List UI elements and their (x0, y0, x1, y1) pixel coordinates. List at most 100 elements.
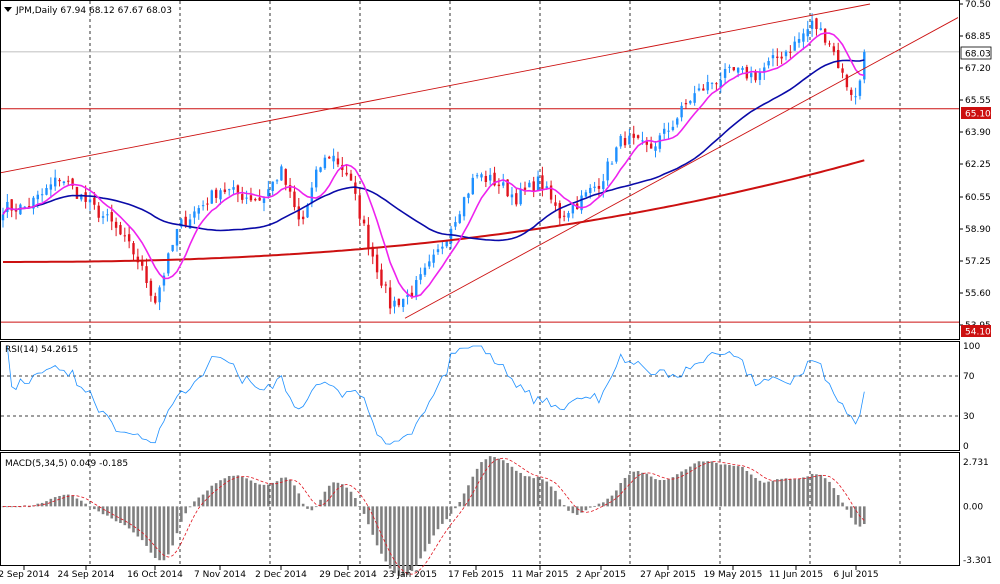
macd-histogram-bar (854, 506, 857, 525)
candle-body (732, 67, 735, 71)
macd-histogram-bar (271, 482, 274, 507)
macd-histogram-bar (602, 502, 605, 507)
macd-histogram-bar (140, 506, 144, 541)
candle-body (236, 185, 240, 195)
macd-panel-title: MACD(5,34,5) 0.049 -0.185 (5, 459, 128, 469)
macd-histogram-bar (401, 506, 405, 576)
candle-body (40, 194, 44, 196)
candle-body (471, 177, 474, 195)
macd-histogram-bar (301, 503, 305, 507)
macd-histogram-bar (45, 501, 48, 507)
rsi-axis-tick-label: 100 (963, 342, 980, 352)
candle-body (632, 133, 635, 138)
macd-histogram-bar (88, 506, 92, 508)
macd-histogram-bar (84, 503, 87, 507)
macd-histogram-bar (697, 461, 701, 507)
macd-histogram-bar (14, 506, 18, 508)
date-axis-label: 7 Nov 2014 (194, 570, 246, 580)
macd-histogram-bar (314, 506, 318, 508)
macd-histogram-bar (710, 461, 714, 507)
candle-body (1, 214, 5, 221)
grid-layer (89, 1, 901, 565)
macd-histogram-bar (162, 506, 166, 561)
candle-body (436, 249, 440, 253)
macd-histogram-bar (815, 474, 818, 507)
candle-body (280, 166, 283, 181)
candle-body (214, 189, 218, 198)
candle-body (597, 185, 601, 189)
candle-body (497, 184, 501, 187)
candle-body (371, 246, 374, 257)
candle-body (758, 71, 762, 80)
macd-histogram-bar (306, 506, 309, 509)
candle-body (241, 194, 244, 200)
macd-histogram-bar (388, 506, 392, 569)
candle-body (193, 211, 196, 218)
macd-histogram-bar (106, 506, 109, 516)
candle-body (258, 197, 261, 201)
candle-body (658, 135, 662, 149)
macd-histogram-bar (519, 472, 522, 507)
candle-body (101, 216, 105, 218)
macd-histogram-bar (680, 471, 683, 507)
candle-body (175, 229, 179, 246)
date-axis-label: 27 Apr 2015 (640, 570, 696, 580)
hline-tag-upper (961, 107, 991, 119)
candle-body (180, 219, 183, 227)
candle-body (223, 189, 227, 193)
candle-body (206, 203, 209, 205)
candle-body (419, 274, 422, 280)
date-axis-label: 2 Apr 2015 (576, 570, 626, 580)
candle-body (27, 206, 31, 208)
candle-body (423, 267, 427, 275)
macd-histogram-bar (549, 486, 553, 507)
candle-body (449, 228, 453, 244)
macd-histogram-bar (119, 506, 122, 523)
candle-body (828, 43, 831, 45)
candle-body (119, 225, 122, 235)
candle-body (184, 216, 187, 227)
macd-histogram-bar (610, 495, 614, 507)
macd-histogram-bar (667, 479, 670, 507)
candle-body (210, 190, 213, 204)
candle-body (197, 208, 200, 214)
macd-histogram-bar (506, 463, 509, 507)
macd-histogram-bar (771, 480, 775, 507)
macd-histogram-bar (675, 474, 679, 507)
macd-histogram-bar (62, 494, 66, 507)
macd-histogram-bar (66, 494, 70, 507)
candle-body (23, 206, 26, 208)
candle-body (667, 130, 670, 132)
macd-histogram-bar (541, 479, 544, 507)
candle-body (502, 182, 505, 186)
macd-histogram-bar (97, 506, 100, 512)
macd-histogram-bar (645, 473, 649, 507)
candle-body (593, 186, 596, 188)
date-axis-label: 11 Jun 2015 (769, 570, 823, 580)
macd-histogram-bar (449, 506, 453, 514)
macd-histogram-bar (380, 506, 383, 554)
candle-body (832, 46, 836, 52)
candle-body (480, 174, 483, 178)
macd-histogram-bar (528, 476, 531, 507)
candle-body (736, 67, 740, 73)
price-axis-tick-label: 65.55 (965, 96, 991, 106)
candle-body (602, 181, 605, 190)
collapse-triangle-icon[interactable] (4, 7, 12, 12)
candle-body (610, 163, 614, 165)
macd-histogram-bar (841, 502, 844, 507)
macd-histogram-bar (332, 482, 335, 507)
candle-body (780, 56, 783, 59)
candle-body (771, 55, 775, 59)
candle-body (523, 187, 527, 190)
macd-histogram-bar (789, 478, 792, 507)
macd-histogram-bar (423, 506, 427, 552)
candle-body (802, 33, 805, 42)
candle-body (415, 280, 418, 297)
macd-histogram-bar (732, 465, 736, 507)
macd-histogram-bar (258, 484, 261, 507)
candle-body (767, 61, 770, 66)
ma-slow-line (3, 159, 865, 263)
